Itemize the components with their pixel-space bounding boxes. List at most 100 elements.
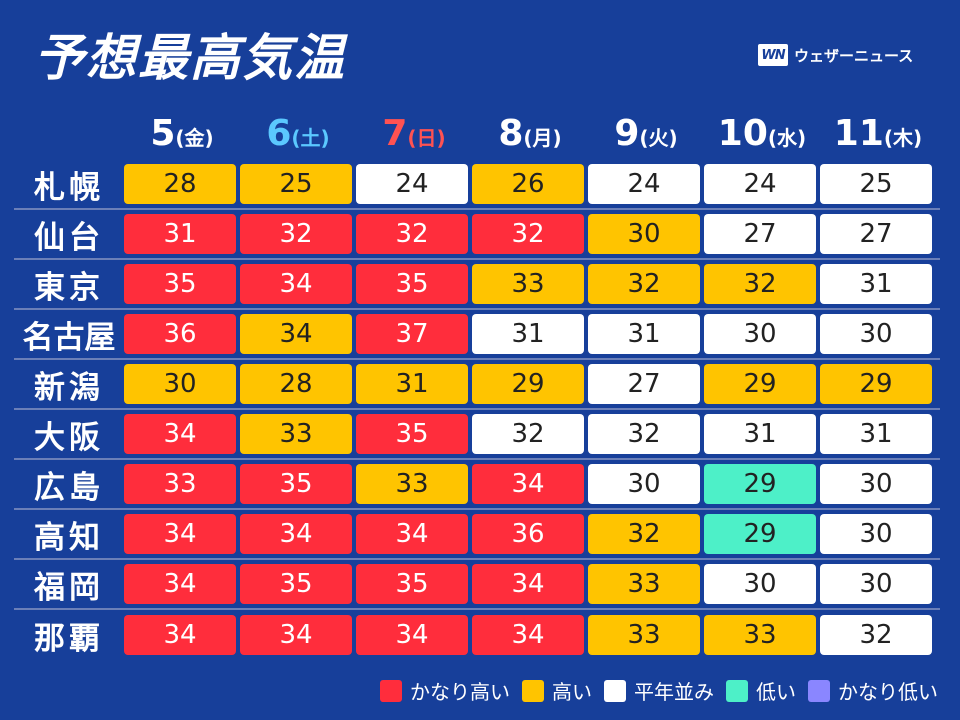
day-number: 5 (150, 113, 176, 154)
table-row: 仙台 31 32 32 32 30 27 27 (14, 210, 940, 260)
legend-swatch (604, 679, 626, 702)
day-header: 5(金) (124, 112, 240, 160)
temperature-cell: 29 (704, 364, 816, 404)
legend-label: 平年並み (634, 680, 714, 704)
legend-item: 平年並み (604, 676, 714, 705)
temperature-cell: 36 (124, 314, 236, 354)
temperature-cell: 30 (704, 564, 816, 604)
temperature-cell: 34 (472, 615, 584, 655)
temperature-cell: 34 (240, 615, 352, 655)
table-row: 那覇 34 34 34 34 33 33 32 (14, 610, 940, 660)
temperature-cell: 30 (588, 214, 700, 254)
day-header-row: 5(金) 6(土) 7(日) 8(月) 9(火) 10(水) 11(木) (124, 112, 936, 160)
temperature-cell: 27 (704, 214, 816, 254)
page-title: 予想最高気温 (34, 29, 346, 87)
table-row: 東京 35 34 35 33 32 32 31 (14, 260, 940, 310)
legend-item: 高い (522, 676, 592, 705)
temperature-cell: 33 (588, 564, 700, 604)
temperature-cell: 30 (820, 314, 932, 354)
day-header: 10(水) (704, 112, 820, 160)
temperature-cell: 34 (240, 514, 352, 554)
temperature-cell: 31 (356, 364, 468, 404)
temperature-cell: 34 (240, 264, 352, 304)
temperature-cell: 33 (588, 615, 700, 655)
temperature-cell: 30 (820, 514, 932, 554)
day-weekday: (日) (407, 126, 446, 150)
temperature-cell: 34 (124, 564, 236, 604)
temperature-cell: 24 (588, 164, 700, 204)
temperature-cell: 31 (820, 264, 932, 304)
temperature-cell: 31 (820, 414, 932, 454)
city-name: 仙台 (34, 219, 104, 256)
legend-item: 低い (726, 676, 796, 705)
temperature-cell: 33 (704, 615, 816, 655)
temperature-cell: 30 (704, 314, 816, 354)
temperature-cell: 32 (820, 615, 932, 655)
city-name: 新潟 (34, 369, 104, 406)
temperature-cell: 32 (588, 414, 700, 454)
temperature-cell: 32 (240, 214, 352, 254)
day-header: 7(日) (356, 112, 472, 160)
table-row: 名古屋 36 34 37 31 31 30 30 (14, 310, 940, 360)
temperature-cell: 24 (704, 164, 816, 204)
table-row: 大阪 34 33 35 32 32 31 31 (14, 410, 940, 460)
day-weekday: (金) (175, 126, 214, 150)
temperature-cell: 29 (820, 364, 932, 404)
temperature-cell: 35 (124, 264, 236, 304)
temperature-cell: 34 (240, 314, 352, 354)
brand-name: ウェザーニュース (794, 46, 914, 65)
day-header: 9(火) (588, 112, 704, 160)
temperature-cell: 25 (240, 164, 352, 204)
day-number: 9 (614, 113, 640, 154)
temperature-cell: 30 (124, 364, 236, 404)
legend-label: 低い (756, 680, 796, 704)
table-row: 高知 34 34 34 36 32 29 30 (14, 510, 940, 560)
temperature-cell: 29 (472, 364, 584, 404)
temperature-cell: 31 (704, 414, 816, 454)
day-number: 6 (266, 113, 292, 154)
day-weekday: (木) (883, 126, 923, 150)
temperature-cell: 29 (704, 464, 816, 504)
day-header: 8(月) (472, 112, 588, 160)
day-weekday: (月) (523, 126, 562, 150)
temperature-cell: 33 (124, 464, 236, 504)
legend-swatch (808, 679, 830, 702)
temperature-cell: 33 (472, 264, 584, 304)
day-weekday: (土) (291, 126, 330, 150)
table-row: 福岡 34 35 35 34 33 30 30 (14, 560, 940, 610)
day-number: 8 (498, 113, 524, 154)
temperature-cell: 27 (588, 364, 700, 404)
legend-label: 高い (552, 680, 592, 704)
temperature-cell: 34 (124, 514, 236, 554)
temperature-cell: 35 (356, 264, 468, 304)
brand-logo-icon: WN (758, 44, 788, 66)
legend: かなり高い 高い 平年並み 低い かなり低い (380, 676, 938, 705)
temperature-cell: 32 (356, 214, 468, 254)
temperature-cell: 34 (472, 564, 584, 604)
table-row: 札幌 28 25 24 26 24 24 25 (14, 160, 940, 210)
temperature-cell: 30 (820, 464, 932, 504)
temperature-cell: 32 (704, 264, 816, 304)
temperature-cell: 35 (356, 414, 468, 454)
temperature-cell: 35 (240, 564, 352, 604)
temperature-cell: 28 (124, 164, 236, 204)
temperature-cell: 36 (472, 514, 584, 554)
temperature-cell: 34 (356, 514, 468, 554)
temperature-cell: 32 (472, 214, 584, 254)
temperature-cell: 33 (356, 464, 468, 504)
temperature-cell: 31 (472, 314, 584, 354)
city-name: 大阪 (34, 419, 104, 456)
temperature-cell: 31 (588, 314, 700, 354)
city-name: 広島 (34, 469, 104, 506)
day-weekday: (火) (639, 126, 678, 150)
temperature-table: 札幌 28 25 24 26 24 24 25 仙台 31 32 32 32 30 27 27 東京 35 34 35… (14, 160, 940, 660)
legend-swatch (522, 679, 544, 702)
temperature-cell: 35 (240, 464, 352, 504)
temperature-cell: 34 (124, 414, 236, 454)
temperature-cell: 25 (820, 164, 932, 204)
temperature-cell: 37 (356, 314, 468, 354)
temperature-cell: 29 (704, 514, 816, 554)
legend-label: かなり高い (410, 680, 510, 704)
day-number: 11 (833, 113, 884, 154)
temperature-cell: 33 (240, 414, 352, 454)
